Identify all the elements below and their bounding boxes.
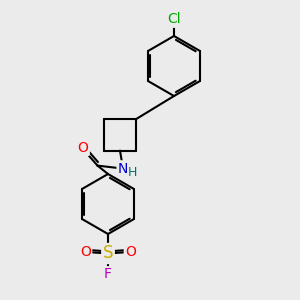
Text: O: O	[78, 141, 88, 154]
Text: Cl: Cl	[167, 13, 181, 26]
Text: O: O	[80, 245, 91, 259]
Text: O: O	[125, 245, 136, 259]
Text: N: N	[118, 162, 128, 176]
Text: F: F	[104, 268, 112, 281]
Text: H: H	[128, 166, 137, 179]
Text: S: S	[103, 244, 113, 262]
